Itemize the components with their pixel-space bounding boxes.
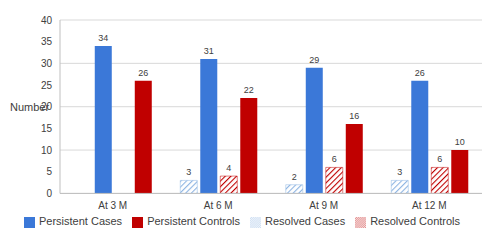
svg-text:31: 31 <box>204 46 214 56</box>
svg-text:29: 29 <box>309 55 319 65</box>
svg-text:3: 3 <box>397 167 402 177</box>
html-text:Resolved Controls: Resolved Controls <box>370 215 460 228</box>
svg-text:0: 0 <box>46 188 52 199</box>
svg-text:At 12 M: At 12 M <box>412 200 446 211</box>
svg-text:5: 5 <box>46 166 52 177</box>
svg-text:4: 4 <box>226 163 231 173</box>
svg-text:3: 3 <box>186 167 191 177</box>
svg-text:16: 16 <box>349 111 359 121</box>
svg-text:26: 26 <box>415 68 425 78</box>
svg-text:40: 40 <box>41 15 53 26</box>
svg-text:15: 15 <box>41 123 53 134</box>
html-text:Resolved Cases: Resolved Cases <box>265 215 346 228</box>
svg-text:30: 30 <box>41 58 53 69</box>
svg-text:6: 6 <box>332 154 337 164</box>
svg-text:25: 25 <box>41 80 53 91</box>
svg-text:At 6 M: At 6 M <box>204 200 233 211</box>
svg-text:26: 26 <box>138 68 148 78</box>
svg-text:35: 35 <box>41 36 53 47</box>
svg-text:34: 34 <box>98 33 108 43</box>
svg-text:At 9 M: At 9 M <box>309 200 338 211</box>
svg-text:Number: Number <box>10 101 49 113</box>
svg-text:6: 6 <box>437 154 442 164</box>
svg-text:22: 22 <box>244 85 254 95</box>
html-text:Persistent Controls: Persistent Controls <box>147 215 241 228</box>
svg-text:2: 2 <box>292 172 297 182</box>
svg-text:At 3 M: At 3 M <box>98 200 127 211</box>
svg-text:10: 10 <box>41 145 53 156</box>
svg-text:10: 10 <box>455 137 465 147</box>
html-text:Persistent Cases: Persistent Cases <box>39 215 123 228</box>
